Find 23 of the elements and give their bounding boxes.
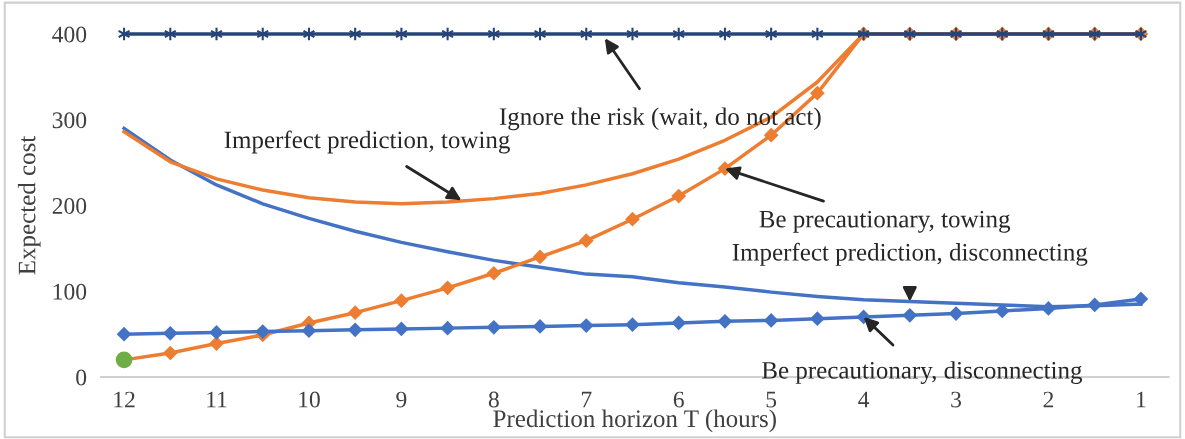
x-tick-label: 3 <box>951 391 962 408</box>
y-tick-label: 0 <box>76 369 87 386</box>
y-tick-label: 400 <box>52 26 87 43</box>
y-tick-label: 300 <box>52 112 87 129</box>
annotation: Imperfect prediction, towing <box>224 130 510 154</box>
x-tick-label: 5 <box>766 391 777 408</box>
x-tick-label: 9 <box>396 391 407 408</box>
x-tick-label: 10 <box>299 391 320 408</box>
x-tick-label: 8 <box>488 391 499 408</box>
x-tick-label: 7 <box>581 391 592 408</box>
y-tick-label: 200 <box>52 197 87 214</box>
annotation: Be precautionary, towing <box>759 210 1011 233</box>
annotation: Imperfect prediction, disconnecting <box>732 242 1088 266</box>
x-tick-label: 12 <box>114 391 135 408</box>
x-axis-title: Prediction horizon T (hours) <box>493 409 776 433</box>
x-tick-label: 2 <box>1043 391 1054 408</box>
annotation: Be precautionary, disconnecting <box>762 361 1083 384</box>
x-tick-label: 4 <box>858 391 870 408</box>
y-axis-title: Expected cost <box>17 135 41 275</box>
y-tick-label: 100 <box>53 283 87 300</box>
x-tick-label: 6 <box>673 391 684 408</box>
x-tick-label: 11 <box>207 391 227 408</box>
x-tick-label: 1 <box>1137 391 1146 408</box>
